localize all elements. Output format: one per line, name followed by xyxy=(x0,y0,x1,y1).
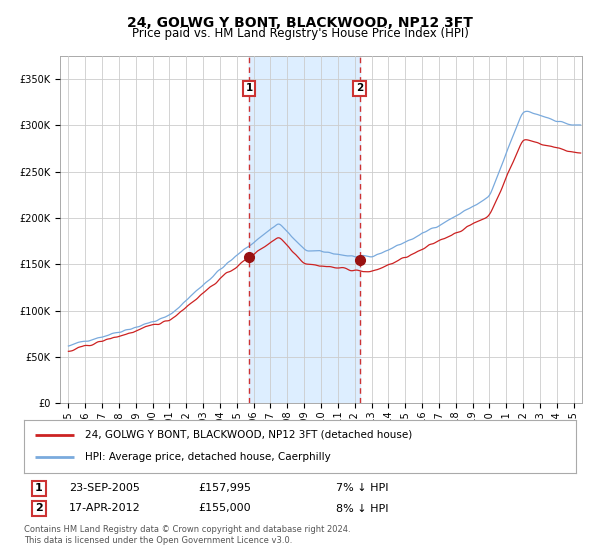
Text: 23-SEP-2005: 23-SEP-2005 xyxy=(69,483,140,493)
Text: 2: 2 xyxy=(35,503,43,514)
Text: 1: 1 xyxy=(35,483,43,493)
Bar xyxy=(249,56,359,403)
Text: 24, GOLWG Y BONT, BLACKWOOD, NP12 3FT (detached house): 24, GOLWG Y BONT, BLACKWOOD, NP12 3FT (d… xyxy=(85,430,412,440)
Text: 24, GOLWG Y BONT, BLACKWOOD, NP12 3FT: 24, GOLWG Y BONT, BLACKWOOD, NP12 3FT xyxy=(127,16,473,30)
Text: 7% ↓ HPI: 7% ↓ HPI xyxy=(336,483,389,493)
Text: £157,995: £157,995 xyxy=(198,483,251,493)
Text: Contains HM Land Registry data © Crown copyright and database right 2024.
This d: Contains HM Land Registry data © Crown c… xyxy=(24,525,350,545)
Text: Price paid vs. HM Land Registry's House Price Index (HPI): Price paid vs. HM Land Registry's House … xyxy=(131,27,469,40)
Text: 2: 2 xyxy=(356,83,363,94)
Text: 8% ↓ HPI: 8% ↓ HPI xyxy=(336,503,389,514)
Text: £155,000: £155,000 xyxy=(198,503,251,514)
Text: HPI: Average price, detached house, Caerphilly: HPI: Average price, detached house, Caer… xyxy=(85,452,331,462)
Text: 17-APR-2012: 17-APR-2012 xyxy=(69,503,141,514)
Text: 1: 1 xyxy=(245,83,253,94)
